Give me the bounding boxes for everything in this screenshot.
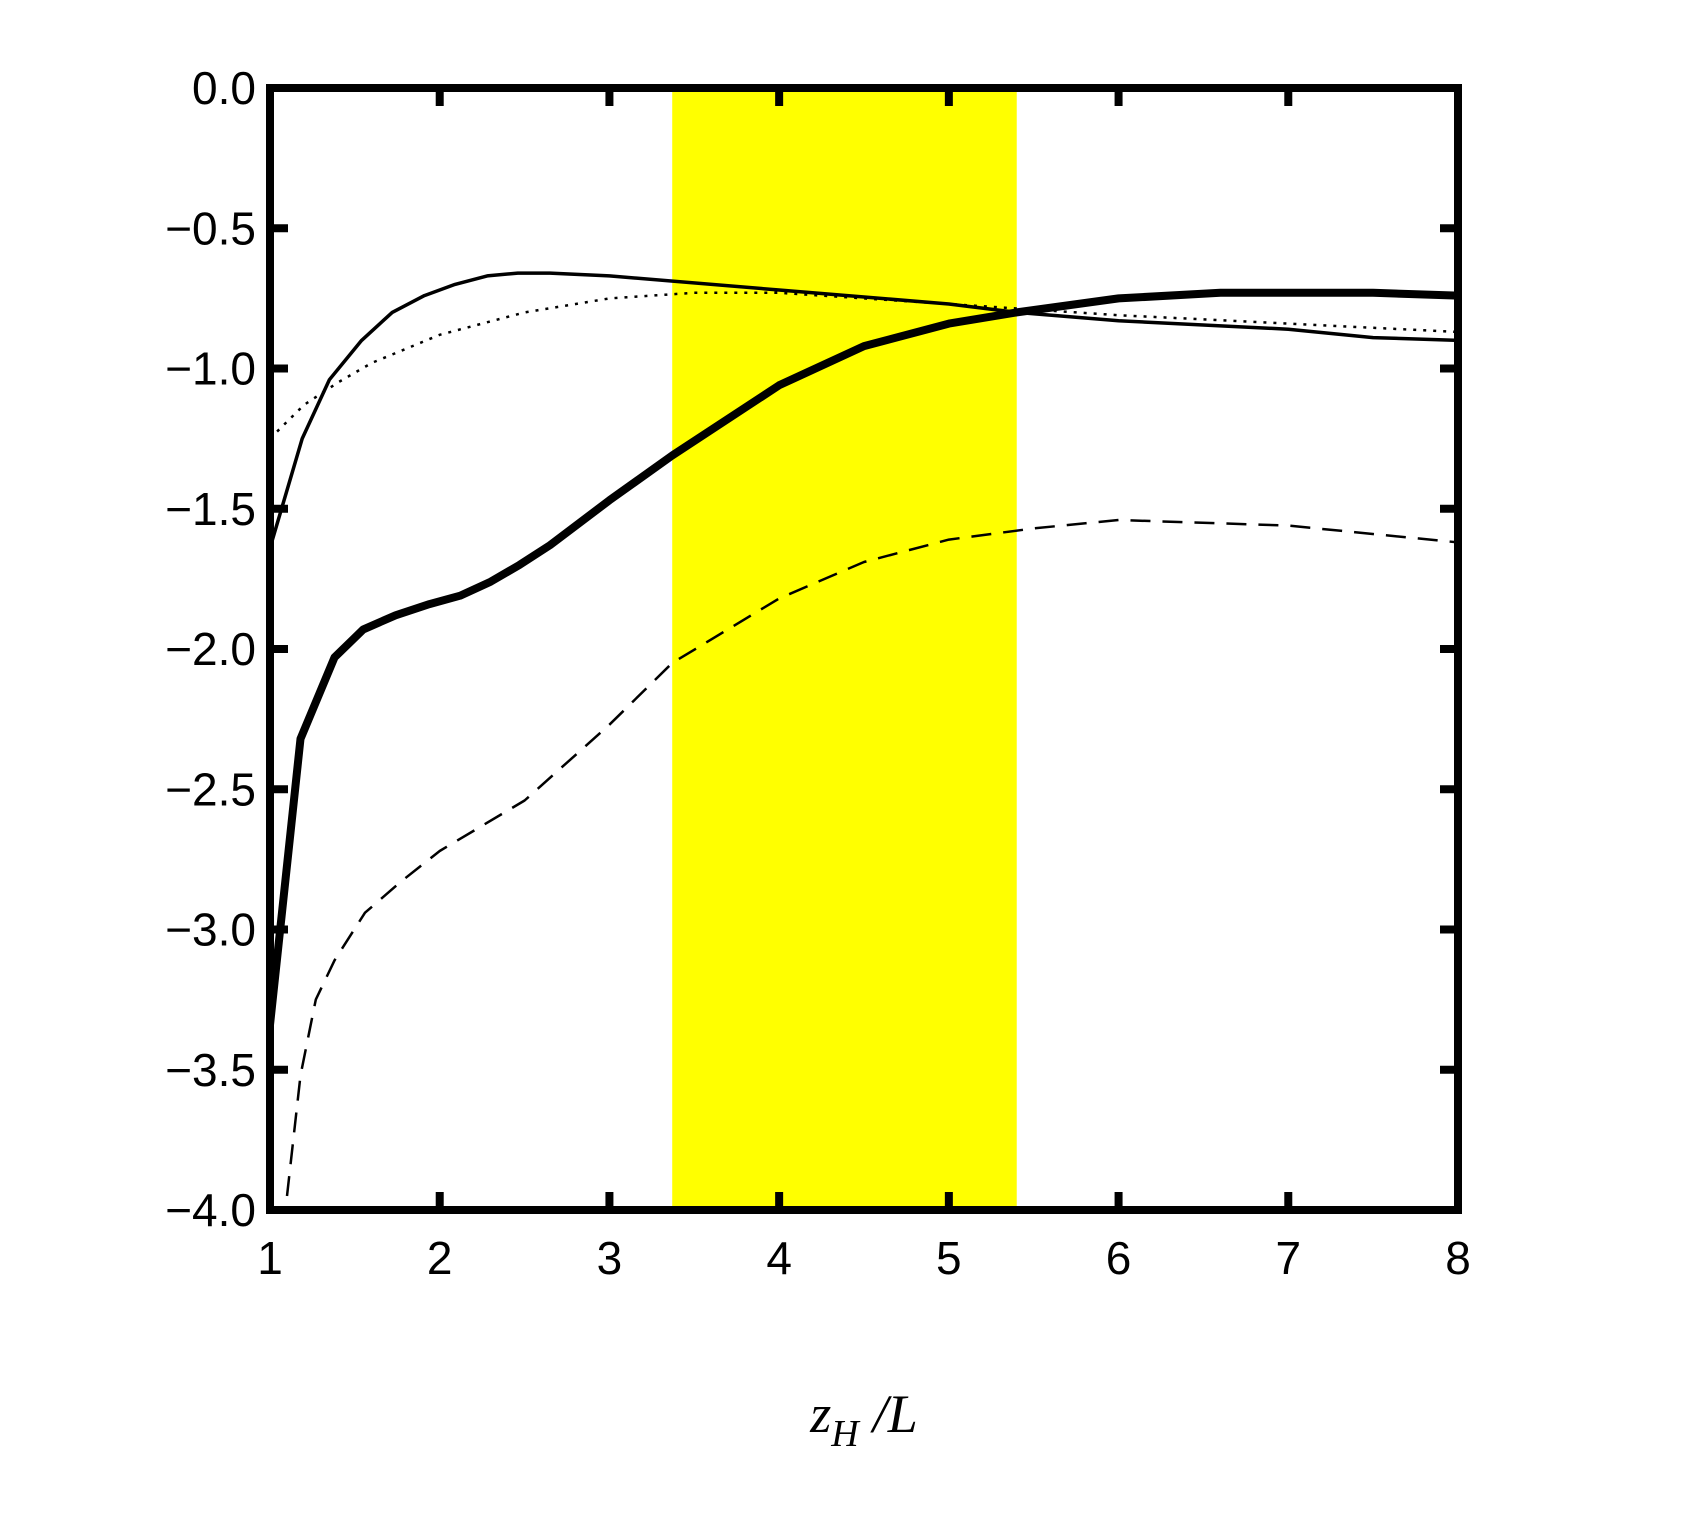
y-tick-label: −3.0 bbox=[165, 904, 256, 956]
y-tick-label: −1.5 bbox=[165, 483, 256, 535]
series-line bbox=[285, 518, 1458, 1197]
x-tick-label: 1 bbox=[257, 1232, 283, 1284]
x-label-rest: /L bbox=[870, 1384, 918, 1444]
y-tick-label: −2.0 bbox=[165, 623, 256, 675]
x-axis-label: zH/L bbox=[809, 1384, 918, 1455]
x-tick-label: 4 bbox=[766, 1232, 792, 1284]
x-tick-label: 6 bbox=[1106, 1232, 1132, 1284]
x-label-main: z bbox=[809, 1384, 831, 1444]
series-line bbox=[270, 291, 1458, 440]
y-tick-label: −4.0 bbox=[165, 1184, 256, 1236]
x-label-sub: H bbox=[830, 1413, 861, 1455]
series-line bbox=[270, 271, 1458, 549]
x-tick-label: 8 bbox=[1445, 1232, 1471, 1284]
series-line bbox=[270, 288, 1458, 1026]
y-tick-label: −3.5 bbox=[165, 1044, 256, 1096]
x-tick-label: 5 bbox=[936, 1232, 962, 1284]
y-tick-label: −2.5 bbox=[165, 763, 256, 815]
highlight-band bbox=[672, 88, 1017, 1210]
x-tick-label: 7 bbox=[1275, 1232, 1301, 1284]
y-tick-label: 0.0 bbox=[192, 62, 256, 114]
plot-area bbox=[270, 88, 1458, 1210]
axes: 0.0 −0.5 −1.0 −1.5 −2.0 −2.5 −3.0 −3.5 −4.01 2 3 4 5… bbox=[165, 62, 1471, 1284]
x-tick-label: 3 bbox=[597, 1232, 623, 1284]
y-tick-label: −0.5 bbox=[165, 202, 256, 254]
x-tick-label: 2 bbox=[427, 1232, 453, 1284]
y-tick-label: −1.0 bbox=[165, 343, 256, 395]
plot-frame bbox=[266, 84, 1462, 1214]
